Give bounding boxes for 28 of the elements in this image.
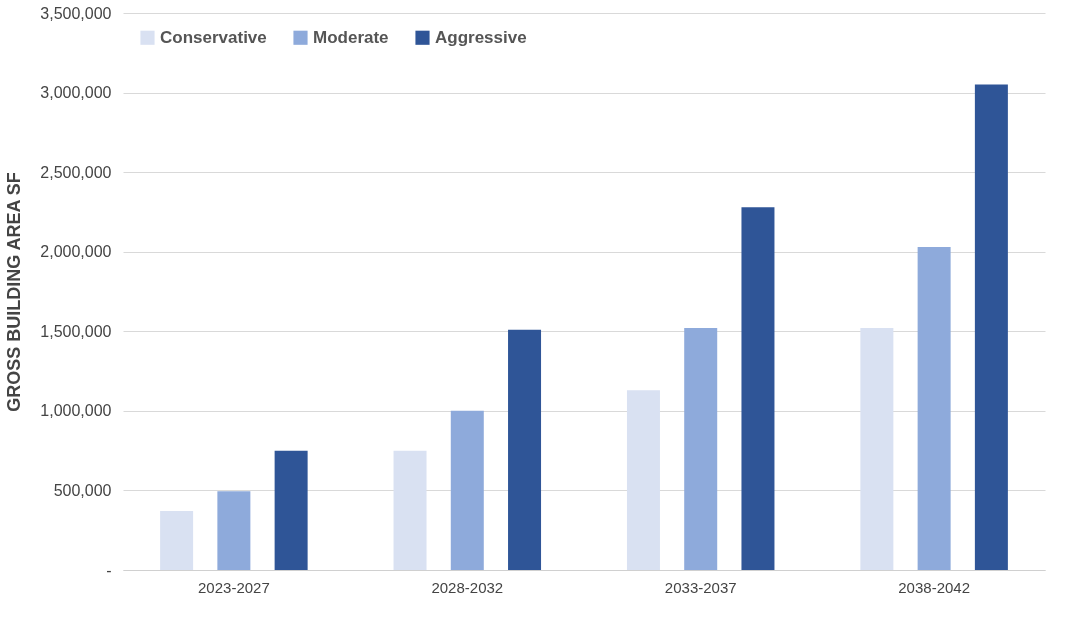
bar (217, 491, 251, 570)
x-tick-label: 2028-2032 (431, 578, 504, 596)
legend-label: Conservative (160, 27, 267, 47)
y-tick-label: 1,000,000 (40, 402, 112, 420)
x-tick-label: 2023-2027 (198, 578, 270, 596)
bar (508, 329, 542, 570)
bar (917, 246, 951, 570)
y-tick-label: - (106, 561, 112, 579)
y-tick-label: 2,000,000 (40, 243, 112, 261)
bar (684, 328, 718, 570)
legend-label: Aggressive (435, 27, 527, 47)
bar (160, 511, 194, 570)
x-tick-label: 2038-2042 (898, 578, 970, 596)
y-tick-label: 500,000 (53, 481, 112, 499)
bar (393, 450, 427, 570)
bar (860, 328, 894, 570)
bar (626, 390, 660, 570)
bar (741, 207, 775, 570)
bar (450, 410, 484, 570)
bar (274, 450, 308, 570)
bar (974, 84, 1008, 570)
y-tick-label: 1,500,000 (40, 322, 112, 340)
y-axis-title: GROSS BUILDING AREA SF (4, 172, 25, 412)
legend-label: Moderate (313, 27, 389, 47)
y-tick-label: 3,000,000 (40, 84, 112, 102)
x-tick-label: 2033-2037 (664, 578, 737, 596)
y-tick-label: 2,500,000 (40, 163, 112, 181)
y-tick-label: 3,500,000 (40, 4, 112, 22)
